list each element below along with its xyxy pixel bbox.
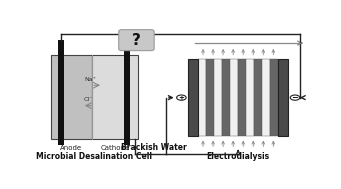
Text: +: +: [178, 95, 184, 101]
Circle shape: [290, 95, 300, 100]
Text: Microbial Desalination Cell: Microbial Desalination Cell: [36, 152, 152, 161]
Text: Anode: Anode: [60, 145, 83, 151]
Bar: [246, 59, 254, 136]
Bar: [92, 55, 138, 139]
Bar: [238, 59, 246, 136]
Text: −: −: [292, 93, 298, 102]
Bar: [58, 40, 64, 145]
Bar: [214, 59, 222, 136]
Text: ?: ?: [132, 33, 141, 48]
Text: Na⁺: Na⁺: [85, 77, 97, 82]
Bar: [50, 55, 92, 139]
Text: Cl⁻: Cl⁻: [83, 97, 92, 102]
Bar: [188, 59, 198, 136]
Bar: [270, 59, 278, 136]
Bar: [254, 59, 262, 136]
Text: Cathode: Cathode: [101, 145, 130, 151]
Bar: [230, 59, 238, 136]
FancyBboxPatch shape: [119, 30, 154, 51]
Bar: [222, 59, 230, 136]
Text: Brackish Water: Brackish Water: [121, 143, 187, 152]
Bar: [124, 40, 130, 145]
Bar: [262, 59, 270, 136]
Circle shape: [177, 95, 186, 100]
Bar: [278, 59, 288, 136]
Bar: [206, 59, 214, 136]
Text: Electrodialysis: Electrodialysis: [207, 152, 270, 161]
Bar: [198, 59, 206, 136]
